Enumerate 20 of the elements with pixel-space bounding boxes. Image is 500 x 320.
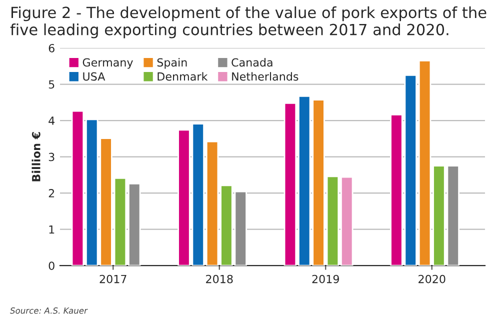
y-tick-label: 1 [49,225,54,234]
source-note: Source: A.S. Kauer [10,307,88,314]
legend-label: Germany [82,58,133,69]
y-tick-label: 6 [48,44,54,52]
x-tick-label: 2020 [418,274,446,284]
legend-label: USA [83,72,106,81]
y-tick-label: 4 [48,116,55,125]
y-tick-label: 5 [48,80,54,89]
y-axis-title: Billion € [32,132,40,182]
legend-label: Canada [232,58,272,67]
x-tick-label: 2017 [100,274,126,284]
legend-label: Spain [157,58,187,69]
legend-label: Netherlands [232,72,298,81]
y-tick-label: 0 [48,262,54,270]
legend-label: Denmark [158,72,208,81]
y-tick-label: 2 [48,189,54,198]
y-tick-label: 3 [48,152,54,162]
x-tick-label: 2018 [206,274,233,284]
chart-title: Figure 2 - The development of the value of pork exports of the five leading exporting countries between 2017 and 2020. [10,6,486,38]
x-tick-label: 2019 [312,274,339,284]
